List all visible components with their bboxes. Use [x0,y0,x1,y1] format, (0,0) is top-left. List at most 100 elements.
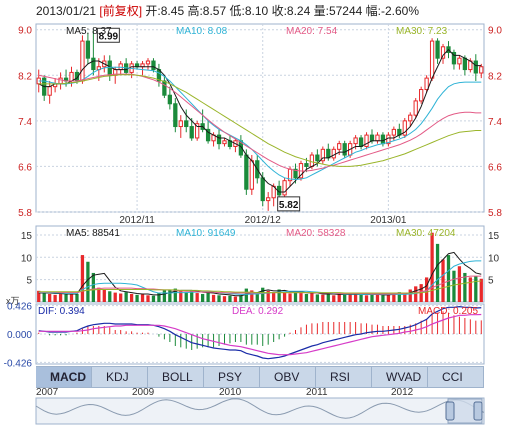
price-tick-left: 6.6 [18,162,32,173]
timeline-left-handle[interactable] [445,401,455,421]
candle-body [167,94,172,105]
volume-bar [64,294,68,302]
candle-body [342,143,347,156]
candle-body [337,143,342,150]
tab-rsi[interactable]: RSI [316,367,372,387]
volume-bar [310,292,314,302]
tab-psy[interactable]: PSY [204,367,260,387]
candle-body [451,51,457,65]
year-label: 2012 [391,387,414,398]
volume-legend-ma20: MA20: 58328 [286,228,346,239]
volume-bar [42,292,46,302]
volume-bar [108,291,112,302]
candle-body [309,154,315,167]
candle-body [457,57,462,65]
volume-bar [151,295,156,302]
volume-bar [80,255,85,302]
volume-tick-right: 15 [488,231,500,242]
volume-bar [261,287,265,302]
price-tick-right: 8.2 [488,71,502,82]
candle-body [462,57,468,71]
candle-body [145,60,151,65]
volume-bar [348,293,352,302]
macd-legend-macd: MACD: 0.205 [418,306,478,317]
volume-bar [441,259,445,302]
quote-low: 低:8.10 [229,4,269,18]
volume-bar [474,276,478,302]
tab-macd[interactable]: MACD [36,367,92,387]
volume-bar [113,292,117,302]
timeline-years: 2007 2009 2010 2011 2012 [36,387,484,399]
quote-volume: 量:57244 [313,4,363,18]
volume-bar [162,290,167,302]
volume-bar [244,288,248,302]
price-tick-right: 7.4 [488,117,502,128]
volume-tick-left: 15 [21,231,33,242]
candle-body [304,163,309,167]
volume-bar [146,295,150,302]
price-legend-ma30: MA30: 7.23 [396,26,448,37]
volume-bar [414,286,418,302]
volume-bar [124,292,128,302]
volume-bar [157,293,161,302]
candle-body [205,128,211,142]
price-ma30-line [38,74,482,167]
candle-body [419,89,424,102]
candle-body [353,137,358,145]
volume-bar [370,293,374,302]
tab-obv[interactable]: OBV [260,367,316,387]
candle-body [184,120,189,128]
volume-bar [326,293,330,302]
volume-bar [364,295,369,302]
volume-bar [375,294,380,302]
volume-bar [463,272,467,302]
candle-body [326,148,331,159]
candle-body [358,137,364,147]
candle-body [91,57,96,71]
volume-tick-right: 10 [488,253,500,264]
timeline-right-handle[interactable] [473,401,483,421]
tab-cci[interactable]: CCI [428,367,484,387]
volume-bar [282,291,287,302]
candle-body [435,40,440,59]
tab-boll[interactable]: BOLL [148,367,204,387]
candle-body [440,46,446,59]
price-legend-ma10: MA10: 8.08 [176,26,228,37]
volume-bar [468,277,472,302]
price-legend-ma5: MA5: 8.37 [66,26,112,37]
timeline-overview-line [35,398,485,419]
volume-ma30-line [38,280,482,294]
candle-body [58,77,63,85]
volume-bar [140,294,145,302]
indicator-tabs: MACD KDJ BOLL PSY OBV RSI WVAD CCI [36,366,484,388]
candle-body [260,177,265,202]
tab-kdj[interactable]: KDJ [92,367,148,387]
volume-bar [392,293,396,302]
tab-wvad[interactable]: WVAD [372,367,428,387]
volume-bar [48,293,52,302]
volume-bar [343,294,347,302]
volume-bar [86,261,90,302]
volume-bar [129,293,134,302]
price-tick-right: 5.8 [488,208,502,219]
annotation-label: 8.99 [99,31,119,42]
candle-body [173,103,178,128]
quote-open: 开:8.45 [145,4,185,18]
volume-bar [337,294,341,302]
annotation-box [96,27,120,43]
candle-body [47,86,52,96]
price-tick-left: 8.2 [18,71,32,82]
quote-change: 幅:-2.60% [365,4,420,18]
volume-bar [293,291,298,302]
candle-body [195,123,200,139]
volume-bar [37,290,41,302]
candle-body [369,134,375,142]
volume-bar [102,289,106,302]
volume-tick-right: 5 [488,276,494,287]
candle-body [107,60,112,76]
volume-bar [332,295,336,302]
volume-bar [272,293,276,302]
quote-adjust[interactable]: [前复权] [99,4,143,18]
year-label: 2010 [219,387,242,398]
